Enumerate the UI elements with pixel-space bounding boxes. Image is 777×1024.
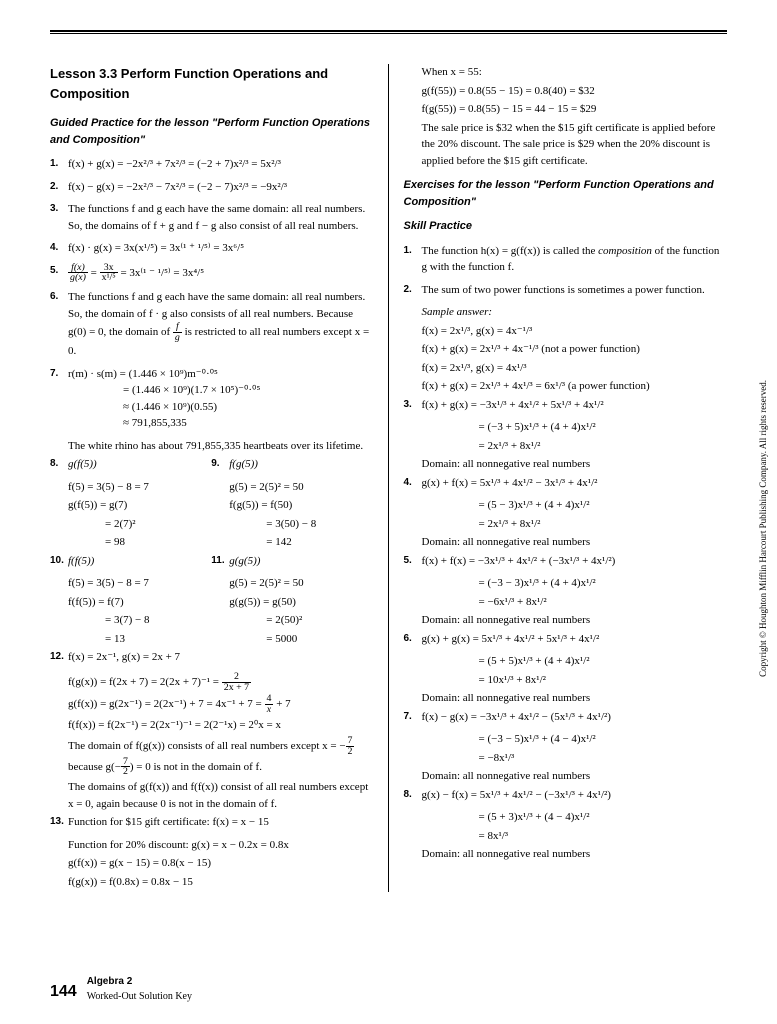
problem-7: 7. r(m) · s(m) = (1.446 × 10⁹)m⁻⁰·⁰⁵ = (… — [50, 366, 373, 432]
problem-7-note: The white rhino has about 791,855,335 he… — [68, 438, 373, 455]
skill-practice-header: Skill Practice — [404, 218, 728, 235]
problem-3: 3.The functions f and g each have the sa… — [50, 201, 373, 234]
guided-practice-header: Guided Practice for the lesson "Perform … — [50, 115, 373, 148]
lesson-title: Lesson 3.3 Perform Function Operations a… — [50, 64, 373, 103]
exercises-header: Exercises for the lesson "Perform Functi… — [404, 177, 728, 210]
skill-8: 8.g(x) − f(x) = 5x¹/³ + 4x¹/² − (−3x¹/³ … — [404, 787, 728, 804]
skill-6: 6.g(x) + g(x) = 5x¹/³ + 4x¹/² + 5x¹/³ + … — [404, 631, 728, 648]
right-column: When x = 55: g(f(55)) = 0.8(55 − 15) = 0… — [389, 64, 728, 892]
problems-8-9: 8.g(f(5)) f(5) = 3(5) − 8 = 7 g(f(5)) = … — [50, 456, 373, 553]
left-column: Lesson 3.3 Perform Function Operations a… — [50, 64, 389, 892]
skill-7: 7.f(x) − g(x) = −3x¹/³ + 4x¹/² − (5x¹/³ … — [404, 709, 728, 726]
skill-4: 4.g(x) + f(x) = 5x¹/³ + 4x¹/² − 3x¹/³ + … — [404, 475, 728, 492]
problems-10-11: 10.f(f(5)) f(5) = 3(5) − 8 = 7 f(f(5)) =… — [50, 553, 373, 650]
skill-3: 3.f(x) + g(x) = −3x¹/³ + 4x¹/² + 5x¹/³ +… — [404, 397, 728, 414]
top-rule-thick — [50, 30, 727, 32]
skill-2: 2.The sum of two power functions is some… — [404, 282, 728, 299]
problem-13: 13.Function for $15 gift certificate: f(… — [50, 814, 373, 831]
skill-5: 5.f(x) + f(x) = −3x¹/³ + 4x¹/² + (−3x¹/³… — [404, 553, 728, 570]
problem-6: 6. The functions f and g each have the s… — [50, 289, 373, 359]
problem-1: 1.f(x) + g(x) = −2x²/³ + 7x²/³ = (−2 + 7… — [50, 156, 373, 173]
page-number: 144 — [50, 980, 77, 1004]
book-title: Algebra 2 — [87, 974, 192, 989]
skill-1: 1.The function h(x) = g(f(x)) is called … — [404, 243, 728, 276]
page-footer: 144 Algebra 2 Worked-Out Solution Key — [50, 974, 192, 1004]
problem-2: 2.f(x) − g(x) = −2x²/³ − 7x²/³ = (−2 − 7… — [50, 179, 373, 196]
book-subtitle: Worked-Out Solution Key — [87, 989, 192, 1004]
top-rule-thin — [50, 33, 727, 34]
problem-12: 12.f(x) = 2x⁻¹, g(x) = 2x + 7 — [50, 649, 373, 666]
copyright-notice: Copyright © Houghton Mifflin Harcourt Pu… — [757, 380, 771, 677]
problem-5: 5. f(x)g(x) = 3xx¹/⁵ = 3x⁽¹ ⁻ ¹/⁵⁾ = 3x⁴… — [50, 263, 373, 284]
two-column-layout: Lesson 3.3 Perform Function Operations a… — [50, 64, 727, 892]
problem-4: 4.f(x) · g(x) = 3x(x¹/⁵) = 3x⁽¹ ⁺ ¹/⁵⁾ =… — [50, 240, 373, 257]
